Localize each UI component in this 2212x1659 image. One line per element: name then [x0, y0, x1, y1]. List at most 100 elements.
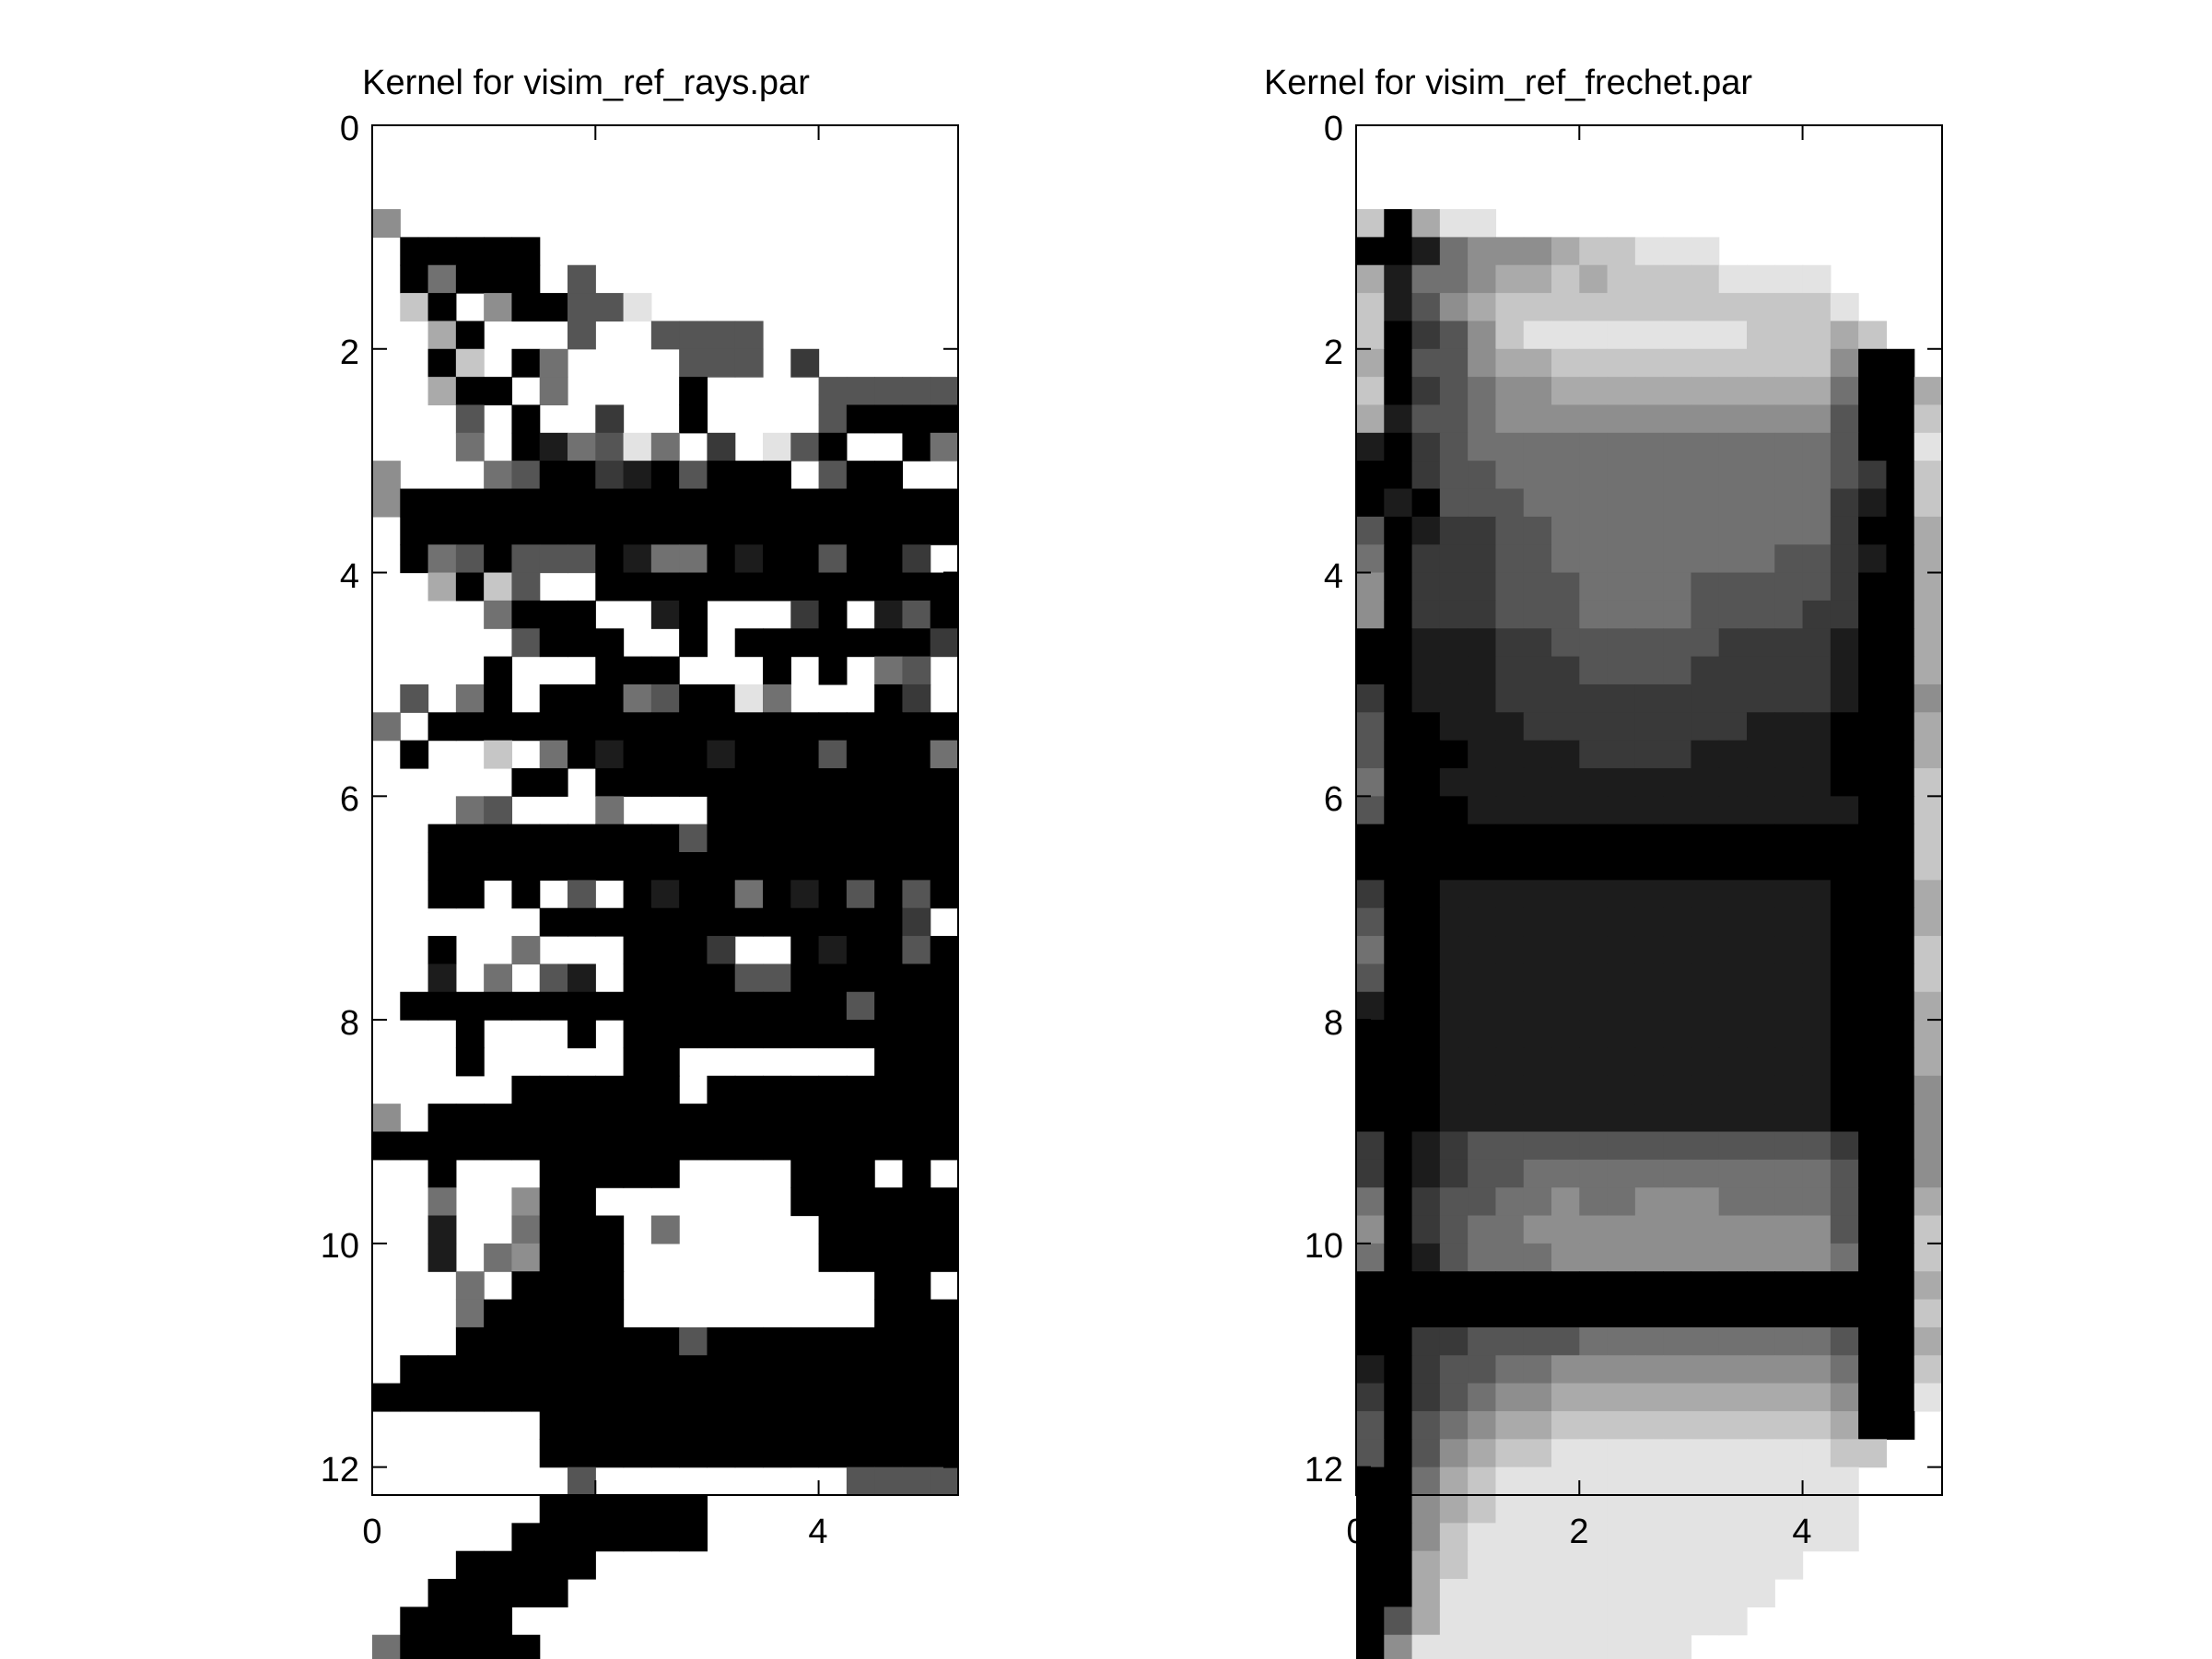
heatmap-cell: [455, 1579, 485, 1607]
heatmap-cell: [455, 572, 485, 602]
heatmap-cell: [1607, 1187, 1636, 1217]
heatmap-cell: [818, 572, 848, 602]
heatmap-cell: [707, 1439, 736, 1468]
heatmap-cell: [1384, 461, 1413, 490]
heatmap-cell: [1411, 656, 1441, 685]
heatmap-cell: [1579, 488, 1609, 518]
heatmap-cell: [1411, 1606, 1441, 1636]
heatmap-cell: [846, 1326, 875, 1356]
heatmap-cell: [1411, 936, 1441, 965]
heatmap-cell: [679, 907, 708, 937]
heatmap-cell: [455, 1326, 485, 1356]
heatmap-cell: [1411, 796, 1441, 825]
heatmap-cell: [1718, 1383, 1748, 1412]
heatmap-cell: [484, 1243, 513, 1272]
heatmap-cell: [1411, 293, 1441, 322]
heatmap-cell: [707, 348, 736, 378]
heatmap-cell: [1551, 1410, 1580, 1440]
heatmap-cell: [1411, 880, 1441, 909]
heatmap-cell: [1439, 628, 1469, 658]
heatmap-cell: [1551, 1466, 1580, 1496]
heatmap-cell: [902, 600, 931, 629]
heatmap-cell: [1551, 461, 1580, 490]
heatmap-cell: [1523, 796, 1552, 825]
heatmap-cell: [1468, 348, 1497, 378]
heatmap-cell: [1495, 964, 1525, 993]
heatmap-cell: [1384, 936, 1413, 965]
heatmap-cell: [1579, 628, 1609, 658]
heatmap-cell: [930, 991, 959, 1021]
heatmap-cell: [1384, 796, 1413, 825]
heatmap-cell: [623, 880, 652, 909]
heatmap-cell: [874, 600, 904, 629]
y-tick-label: 0: [340, 110, 359, 148]
heatmap-cell: [874, 767, 904, 797]
heatmap-cell: [650, 461, 680, 490]
heatmap-cell: [1634, 1243, 1664, 1272]
heatmap-cell: [1718, 852, 1748, 881]
heatmap-cell: [427, 1383, 457, 1412]
heatmap-cell: [1663, 432, 1692, 461]
heatmap-cell: [1718, 1215, 1748, 1244]
heatmap-cell: [707, 321, 736, 350]
heatmap-cell: [1468, 907, 1497, 937]
heatmap-cell: [1634, 1271, 1664, 1301]
heatmap-cell: [455, 516, 485, 545]
heatmap-cell: [1718, 880, 1748, 909]
heatmap-cell: [1802, 1410, 1832, 1440]
heatmap-cell: [595, 683, 625, 713]
heatmap-cell: [679, 321, 708, 350]
heatmap-cell: [1774, 1410, 1804, 1440]
heatmap-cell: [1634, 1439, 1664, 1468]
heatmap-cell: [1607, 1523, 1636, 1552]
heatmap-cell: [734, 1355, 764, 1384]
heatmap-cell: [1384, 1159, 1413, 1188]
heatmap-cell: [1747, 348, 1775, 378]
heatmap-cell: [1356, 1550, 1385, 1580]
heatmap-cell: [1718, 264, 1748, 294]
heatmap-cell: [1858, 1187, 1888, 1217]
heatmap-cell: [1858, 1215, 1888, 1244]
heatmap-cell: [707, 1355, 736, 1384]
heatmap-cell: [623, 1131, 652, 1161]
heatmap-cell: [1802, 964, 1832, 993]
heatmap-cell: [846, 544, 875, 574]
heatmap-cell: [1523, 1159, 1552, 1188]
heatmap-cell: [1439, 683, 1469, 713]
heatmap-cell: [846, 1410, 875, 1440]
heatmap-cell: [455, 1383, 485, 1412]
heatmap-cell: [1523, 964, 1552, 993]
heatmap-cell: [1468, 1271, 1497, 1301]
heatmap-cell: [539, 348, 568, 378]
heatmap-cell: [568, 740, 596, 769]
heatmap-cell: [1747, 572, 1775, 602]
heatmap-cell: [1914, 1271, 1943, 1301]
heatmap-cell: [1607, 1075, 1636, 1104]
heatmap-cell: [734, 880, 764, 909]
heatmap-cell: [650, 1215, 680, 1244]
heatmap-cell: [1802, 767, 1832, 797]
heatmap-cell: [1468, 1439, 1497, 1468]
heatmap-cell: [679, 712, 708, 742]
heatmap-cell: [539, 544, 568, 574]
heatmap-cell: [1579, 907, 1609, 937]
heatmap-cell: [930, 488, 959, 518]
heatmap-cell: [790, 544, 820, 574]
heatmap-cell: [1747, 432, 1775, 461]
heatmap-cell: [1356, 740, 1385, 769]
heatmap-cell: [1579, 936, 1609, 965]
heatmap-cell: [595, 461, 625, 490]
heatmap-cell: [455, 1355, 485, 1384]
heatmap-cell: [734, 348, 764, 378]
heatmap-cell: [1663, 1523, 1692, 1552]
heatmap-cell: [650, 1326, 680, 1356]
heatmap-cell: [679, 880, 708, 909]
heatmap-cell: [1523, 432, 1552, 461]
heatmap-cell: [1830, 1104, 1859, 1133]
heatmap-cell: [1439, 1606, 1469, 1636]
heatmap-cell: [1579, 1606, 1609, 1636]
heatmap-cell: [1468, 1299, 1497, 1328]
heatmap-cell: [707, 740, 736, 769]
heatmap-cell: [818, 488, 848, 518]
heatmap-cell: [1634, 796, 1664, 825]
